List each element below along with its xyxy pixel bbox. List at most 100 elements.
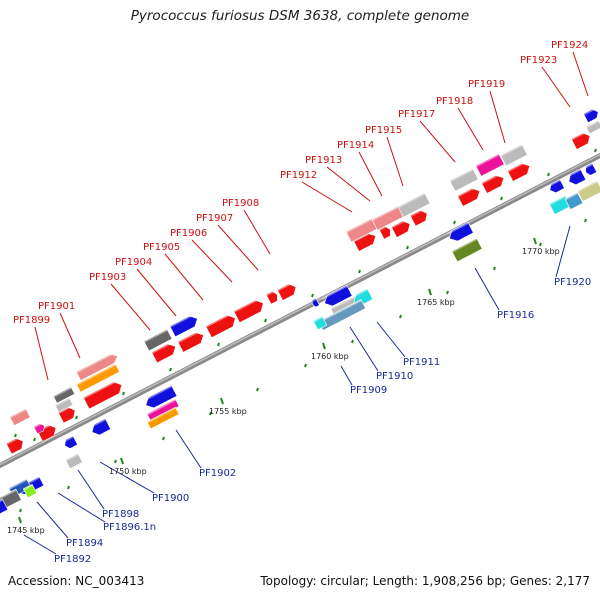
gene-label-top: PF1905 <box>143 242 180 253</box>
gene-shine <box>391 218 409 229</box>
leader-lines <box>23 51 589 555</box>
gene-shine <box>76 364 117 386</box>
gene-pf1920g <box>583 162 598 176</box>
gene-shine <box>0 499 4 508</box>
gene-shine <box>23 484 33 491</box>
gene-box <box>481 175 505 194</box>
leader-bottom <box>474 267 500 311</box>
gene-pf1915 <box>409 208 428 227</box>
track-tick-top <box>169 367 172 372</box>
gene-pf1900b <box>75 363 121 393</box>
gene-shine <box>351 288 369 299</box>
leader-top <box>110 283 151 331</box>
gene-label-top: PF1923 <box>520 55 557 66</box>
gene-box <box>311 297 320 308</box>
leader-bottom <box>23 534 57 555</box>
leader-top <box>59 312 81 359</box>
leader-top <box>243 209 271 255</box>
accession-text: Accession: NC_003413 <box>8 574 145 588</box>
gene-shine <box>398 193 426 209</box>
gene-shine <box>76 351 117 374</box>
track-tick-bottom <box>304 363 307 368</box>
gene-pf1909c <box>312 315 328 331</box>
gene-label-top: PF1913 <box>305 155 342 166</box>
leader-bottom <box>340 365 353 386</box>
gene-shine <box>62 436 74 443</box>
gene-label-top: PF1919 <box>468 79 505 90</box>
leader-top <box>386 136 404 187</box>
gene-pf1907 <box>265 290 278 305</box>
gene-features <box>0 107 600 516</box>
scale-tick-mark <box>533 237 537 245</box>
gene-pf1892b <box>0 498 9 516</box>
gene-pf1924d <box>585 119 600 135</box>
gene-pf1919 <box>507 160 531 182</box>
gene-shine <box>83 379 120 399</box>
gene-shine <box>321 285 348 300</box>
gene-shine <box>571 130 589 141</box>
genome-backbone <box>0 152 600 469</box>
leader-top <box>136 268 177 317</box>
scale-tick-mark <box>120 457 124 465</box>
leader-top <box>164 253 204 301</box>
gene-pf1914 <box>390 218 411 238</box>
gene-shine <box>547 179 561 188</box>
gene-pf1902b <box>143 328 173 352</box>
track-tick-top <box>406 245 409 250</box>
gene-box <box>9 408 31 426</box>
gene-pf1901 <box>82 379 123 410</box>
gene-box <box>177 332 204 353</box>
gene-box <box>324 284 353 307</box>
gene-shine <box>205 312 234 328</box>
gene-label-top: PF1912 <box>280 170 317 181</box>
track-tick-top <box>547 172 550 177</box>
scale-tick-label: 1745 kbp <box>7 526 45 535</box>
gene-pf1917 <box>457 185 481 207</box>
gene-shine <box>277 281 295 292</box>
track-tick-top <box>217 342 220 347</box>
leader-top <box>457 107 484 151</box>
gene-pf1900c <box>89 418 112 436</box>
gene-box <box>583 108 599 124</box>
backbone-highlight <box>0 153 600 466</box>
leader-bottom <box>36 501 69 539</box>
gene-box <box>568 168 587 186</box>
gene-pf1902f <box>146 406 180 430</box>
leader-bottom <box>57 492 106 523</box>
map-title: Pyrococcus furiosus DSM 3638, complete g… <box>130 8 470 24</box>
gene-box <box>409 209 428 227</box>
gene-box <box>577 180 600 202</box>
gene-label-top: PF1901 <box>38 301 75 312</box>
track-tick-bottom <box>162 436 165 441</box>
scale-tick-mark <box>220 397 224 405</box>
gene-shine <box>475 153 500 168</box>
gene-label-top: PF1907 <box>196 213 233 224</box>
gene-label-bottom: PF1909 <box>350 385 387 396</box>
scale-tick-label: 1755 kbp <box>209 407 247 416</box>
gene-pf1918b <box>475 153 505 177</box>
leader-bottom <box>349 326 379 372</box>
gene-label-top: PF1908 <box>222 198 259 209</box>
gene-box <box>585 119 600 135</box>
gene-shine <box>89 418 107 429</box>
gene-box <box>312 315 328 331</box>
track-tick-bottom <box>493 266 496 271</box>
gene-pf1920b <box>547 178 565 194</box>
gene-label-top: PF1915 <box>365 125 402 136</box>
gene-pf1924b <box>570 130 591 150</box>
gene-label-bottom: PF1920 <box>554 277 591 288</box>
gene-box <box>397 192 431 218</box>
gene-shine <box>346 218 374 234</box>
leader-bottom <box>77 469 105 510</box>
gene-shine <box>318 299 362 324</box>
gene-label-bottom: PF1898 <box>102 509 139 520</box>
track-tick-top <box>122 391 125 396</box>
gene-shine <box>8 479 28 490</box>
gene-shine <box>507 160 528 173</box>
track-tick-top <box>33 437 36 442</box>
gene-pf1898d <box>65 452 83 470</box>
gene-pf1898c <box>62 435 79 449</box>
gene-shine <box>310 298 317 303</box>
track-tick-bottom <box>114 459 117 464</box>
